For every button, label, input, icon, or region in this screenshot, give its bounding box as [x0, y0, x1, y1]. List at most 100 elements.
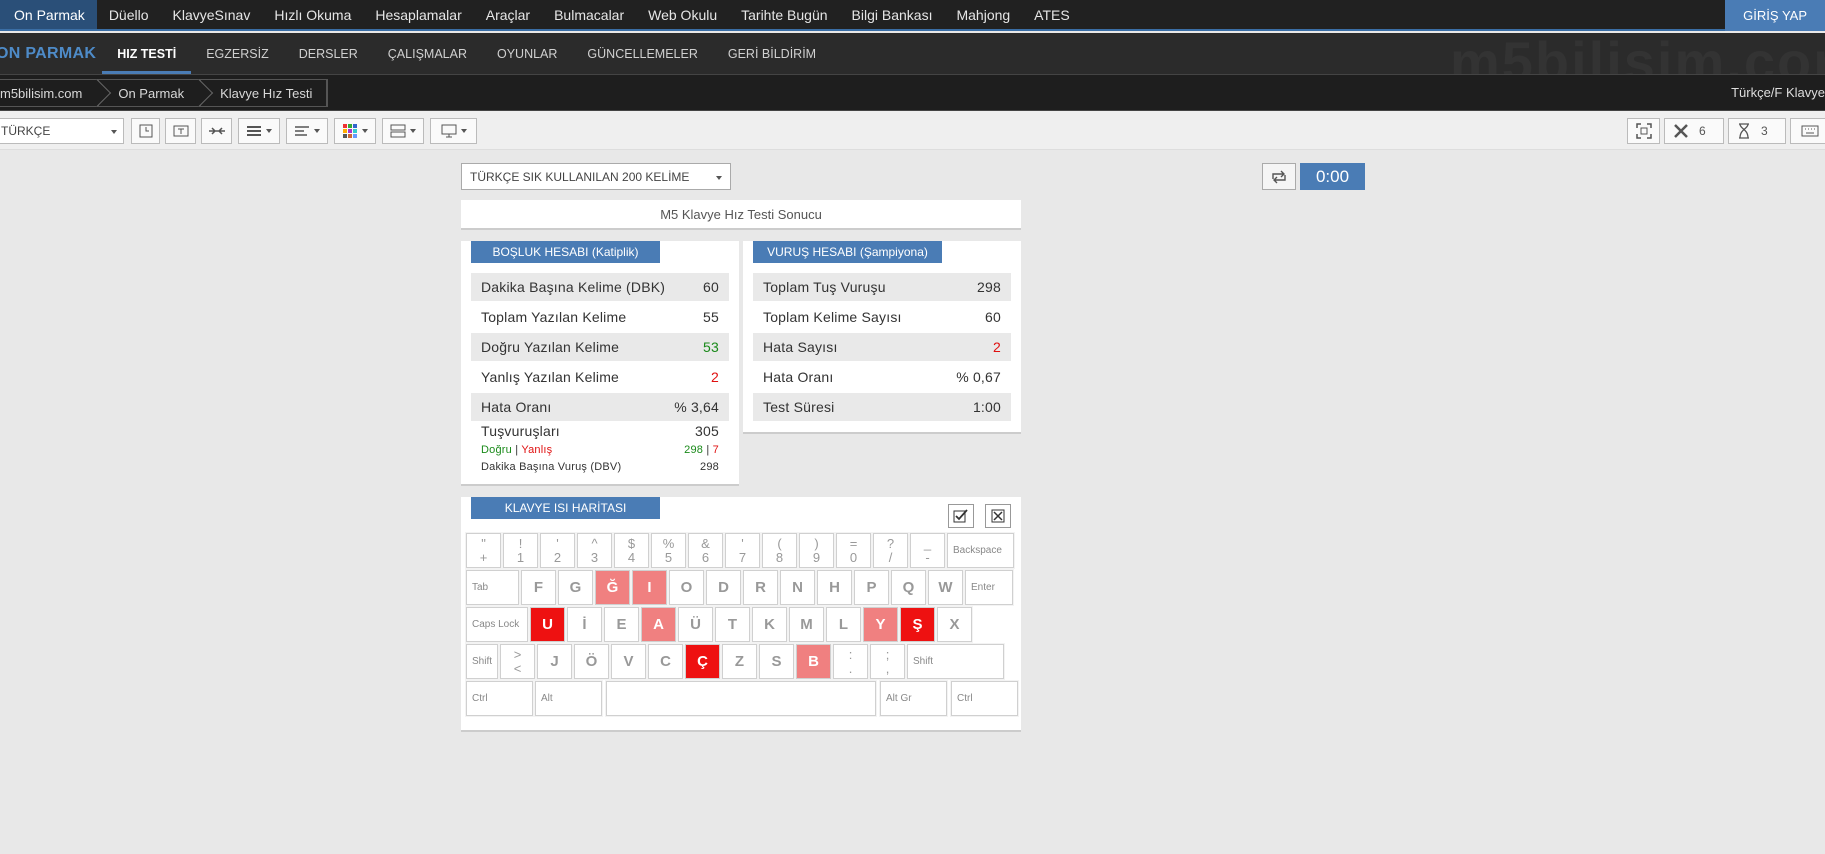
key: K: [752, 607, 787, 642]
key: U: [530, 607, 565, 642]
key: G: [558, 570, 593, 605]
sub-nav-item[interactable]: DERSLER: [298, 46, 358, 61]
stat-row: Hata Oranı% 0,67: [763, 369, 1001, 385]
key-base-char: 2: [553, 549, 562, 565]
arrows-inward-icon[interactable]: [201, 118, 232, 144]
key: M: [789, 607, 824, 642]
nav-item[interactable]: Web Okulu: [648, 6, 718, 23]
stat-row: Test Süresi 1:00: [753, 393, 1011, 421]
nav-item[interactable]: Mahjong: [956, 6, 1011, 23]
breadcrumb-current: Klavye Hız Testi: [201, 80, 328, 106]
key: ' 7: [725, 533, 760, 568]
sub-nav-item[interactable]: ÇALIŞMALAR: [387, 46, 467, 61]
key: İ: [567, 607, 602, 642]
close-icon[interactable]: [985, 504, 1011, 528]
dogru-yanlis-row: Doğru | Yanlış 298 | 7: [481, 444, 719, 456]
stat-row: Toplam Kelime Sayısı 60: [763, 309, 1001, 325]
sub-nav-item[interactable]: OYUNLAR: [496, 46, 558, 61]
watermark: m5bilisim.com: [1449, 33, 1825, 74]
right-shift-key: Shift: [907, 644, 1004, 679]
nav-item[interactable]: Bulmacalar: [554, 6, 625, 23]
key: $4: [614, 533, 649, 568]
key-shift-char: (: [777, 535, 782, 551]
enter-key: Enter: [965, 570, 1013, 605]
checkbox-icon[interactable]: [948, 504, 974, 528]
key: F: [521, 570, 556, 605]
login-button[interactable]: GİRİŞ YAP: [1725, 0, 1825, 31]
bosluk-title: BOŞLUK HESABI (Katiplik): [471, 241, 660, 263]
key: O: [669, 570, 704, 605]
sub-nav-item[interactable]: HIZ TESTİ: [102, 33, 192, 74]
key: A: [641, 607, 676, 642]
word-set-select[interactable]: TÜRKÇE SIK KULLANILAN 200 KELİME: [461, 163, 731, 190]
nav-item[interactable]: ATES: [1034, 6, 1070, 23]
key: R: [743, 570, 778, 605]
nav-item[interactable]: Düello: [108, 6, 149, 23]
key-shift-char: >: [513, 646, 522, 662]
nav-item[interactable]: Tarihte Bugün: [741, 6, 828, 23]
key-base-char: 3: [590, 549, 599, 565]
stat-row: Toplam Tuş Vuruşu 298: [753, 273, 1011, 301]
hourglass-icon: [1739, 123, 1749, 139]
clock-icon[interactable]: [131, 118, 160, 144]
key-shift-char: :: [848, 646, 853, 662]
key-shift-char: &: [701, 535, 710, 551]
sub-nav-item[interactable]: GERİ BİLDİRİM: [727, 46, 817, 61]
breadcrumb-on-parmak[interactable]: On Parmak: [99, 78, 214, 108]
nav-item[interactable]: Bilgi Bankası: [851, 6, 933, 23]
caps-lock-key: Caps Lock: [466, 607, 528, 642]
space-key: [606, 681, 876, 716]
line-spacing-icon[interactable]: [238, 118, 280, 144]
sub-nav-item[interactable]: GÜNCELLEMELER: [587, 46, 698, 61]
timer: 0:00: [1300, 163, 1365, 190]
key: Y: [863, 607, 898, 642]
key: L: [826, 607, 861, 642]
breadcrumb-home[interactable]: m5bilisim.com: [0, 78, 112, 108]
key: ' 2: [540, 533, 575, 568]
key-shift-char: ;: [885, 646, 890, 662]
key: % 5: [651, 533, 686, 568]
error-limit-button[interactable]: 6: [1664, 118, 1724, 144]
vurus-panel: VURUŞ HESABI (Şampiyona) Toplam Tuş Vuru…: [743, 241, 1021, 434]
keyboard-layout-label[interactable]: Türkçe/F Klavye: [1731, 85, 1825, 100]
key: D: [706, 570, 741, 605]
key-base-char: <: [513, 660, 522, 676]
stat-row: Yanlış Yazılan Kelime 2: [481, 369, 719, 385]
key-shift-char: ': [741, 535, 744, 551]
nav-item[interactable]: Hızlı Okuma: [274, 6, 352, 23]
time-limit-button[interactable]: 3: [1728, 118, 1786, 144]
key-shift-char: ": [481, 535, 486, 551]
sub-nav-item[interactable]: EGZERSİZ: [206, 46, 269, 61]
key: & 6: [688, 533, 723, 568]
monitor-icon[interactable]: [430, 118, 477, 144]
key-base-char: 8: [775, 549, 784, 565]
key-shift-char: ^: [591, 535, 598, 551]
key-shift-char: !: [518, 535, 523, 551]
keyboard-icon[interactable]: [1790, 118, 1825, 144]
repeat-icon: [1272, 170, 1286, 183]
nav-item[interactable]: KlavyeSınav: [172, 6, 251, 23]
key: Z: [722, 644, 757, 679]
reset-button[interactable]: [1262, 163, 1296, 190]
right-ctrl-key: Ctrl: [951, 681, 1018, 716]
keyboard-heatmap-panel: KLAVYE ISI HARİTASI " +! 1 ' 2 ^ 3 $4% 5 & 6 ' 7(8) 9…: [461, 497, 1021, 732]
nav-item[interactable]: Hesaplamalar: [375, 6, 462, 23]
text-box-icon[interactable]: [165, 118, 196, 144]
key: ! 1: [503, 533, 538, 568]
language-select[interactable]: TÜRKÇE: [0, 118, 124, 144]
rows-layout-icon[interactable]: [382, 118, 424, 144]
key: S: [759, 644, 794, 679]
align-left-icon[interactable]: [286, 118, 328, 144]
tab-key: Tab: [466, 570, 519, 605]
key-base-char: /: [888, 549, 893, 565]
nav-item[interactable]: Araçlar: [485, 6, 531, 23]
fullscreen-icon[interactable]: [1627, 118, 1660, 144]
key: Q: [891, 570, 926, 605]
key: ? /: [873, 533, 908, 568]
stat-row: Tuşvuruşları 305: [481, 423, 719, 439]
color-grid-icon[interactable]: [334, 118, 376, 144]
key-shift-char: ): [814, 535, 819, 551]
brand-title[interactable]: ON PARMAK: [0, 44, 97, 62]
nav-item[interactable]: On Parmak: [2, 0, 97, 29]
stat-row: Dakika Başına Kelime (DBK) 60: [471, 273, 729, 301]
